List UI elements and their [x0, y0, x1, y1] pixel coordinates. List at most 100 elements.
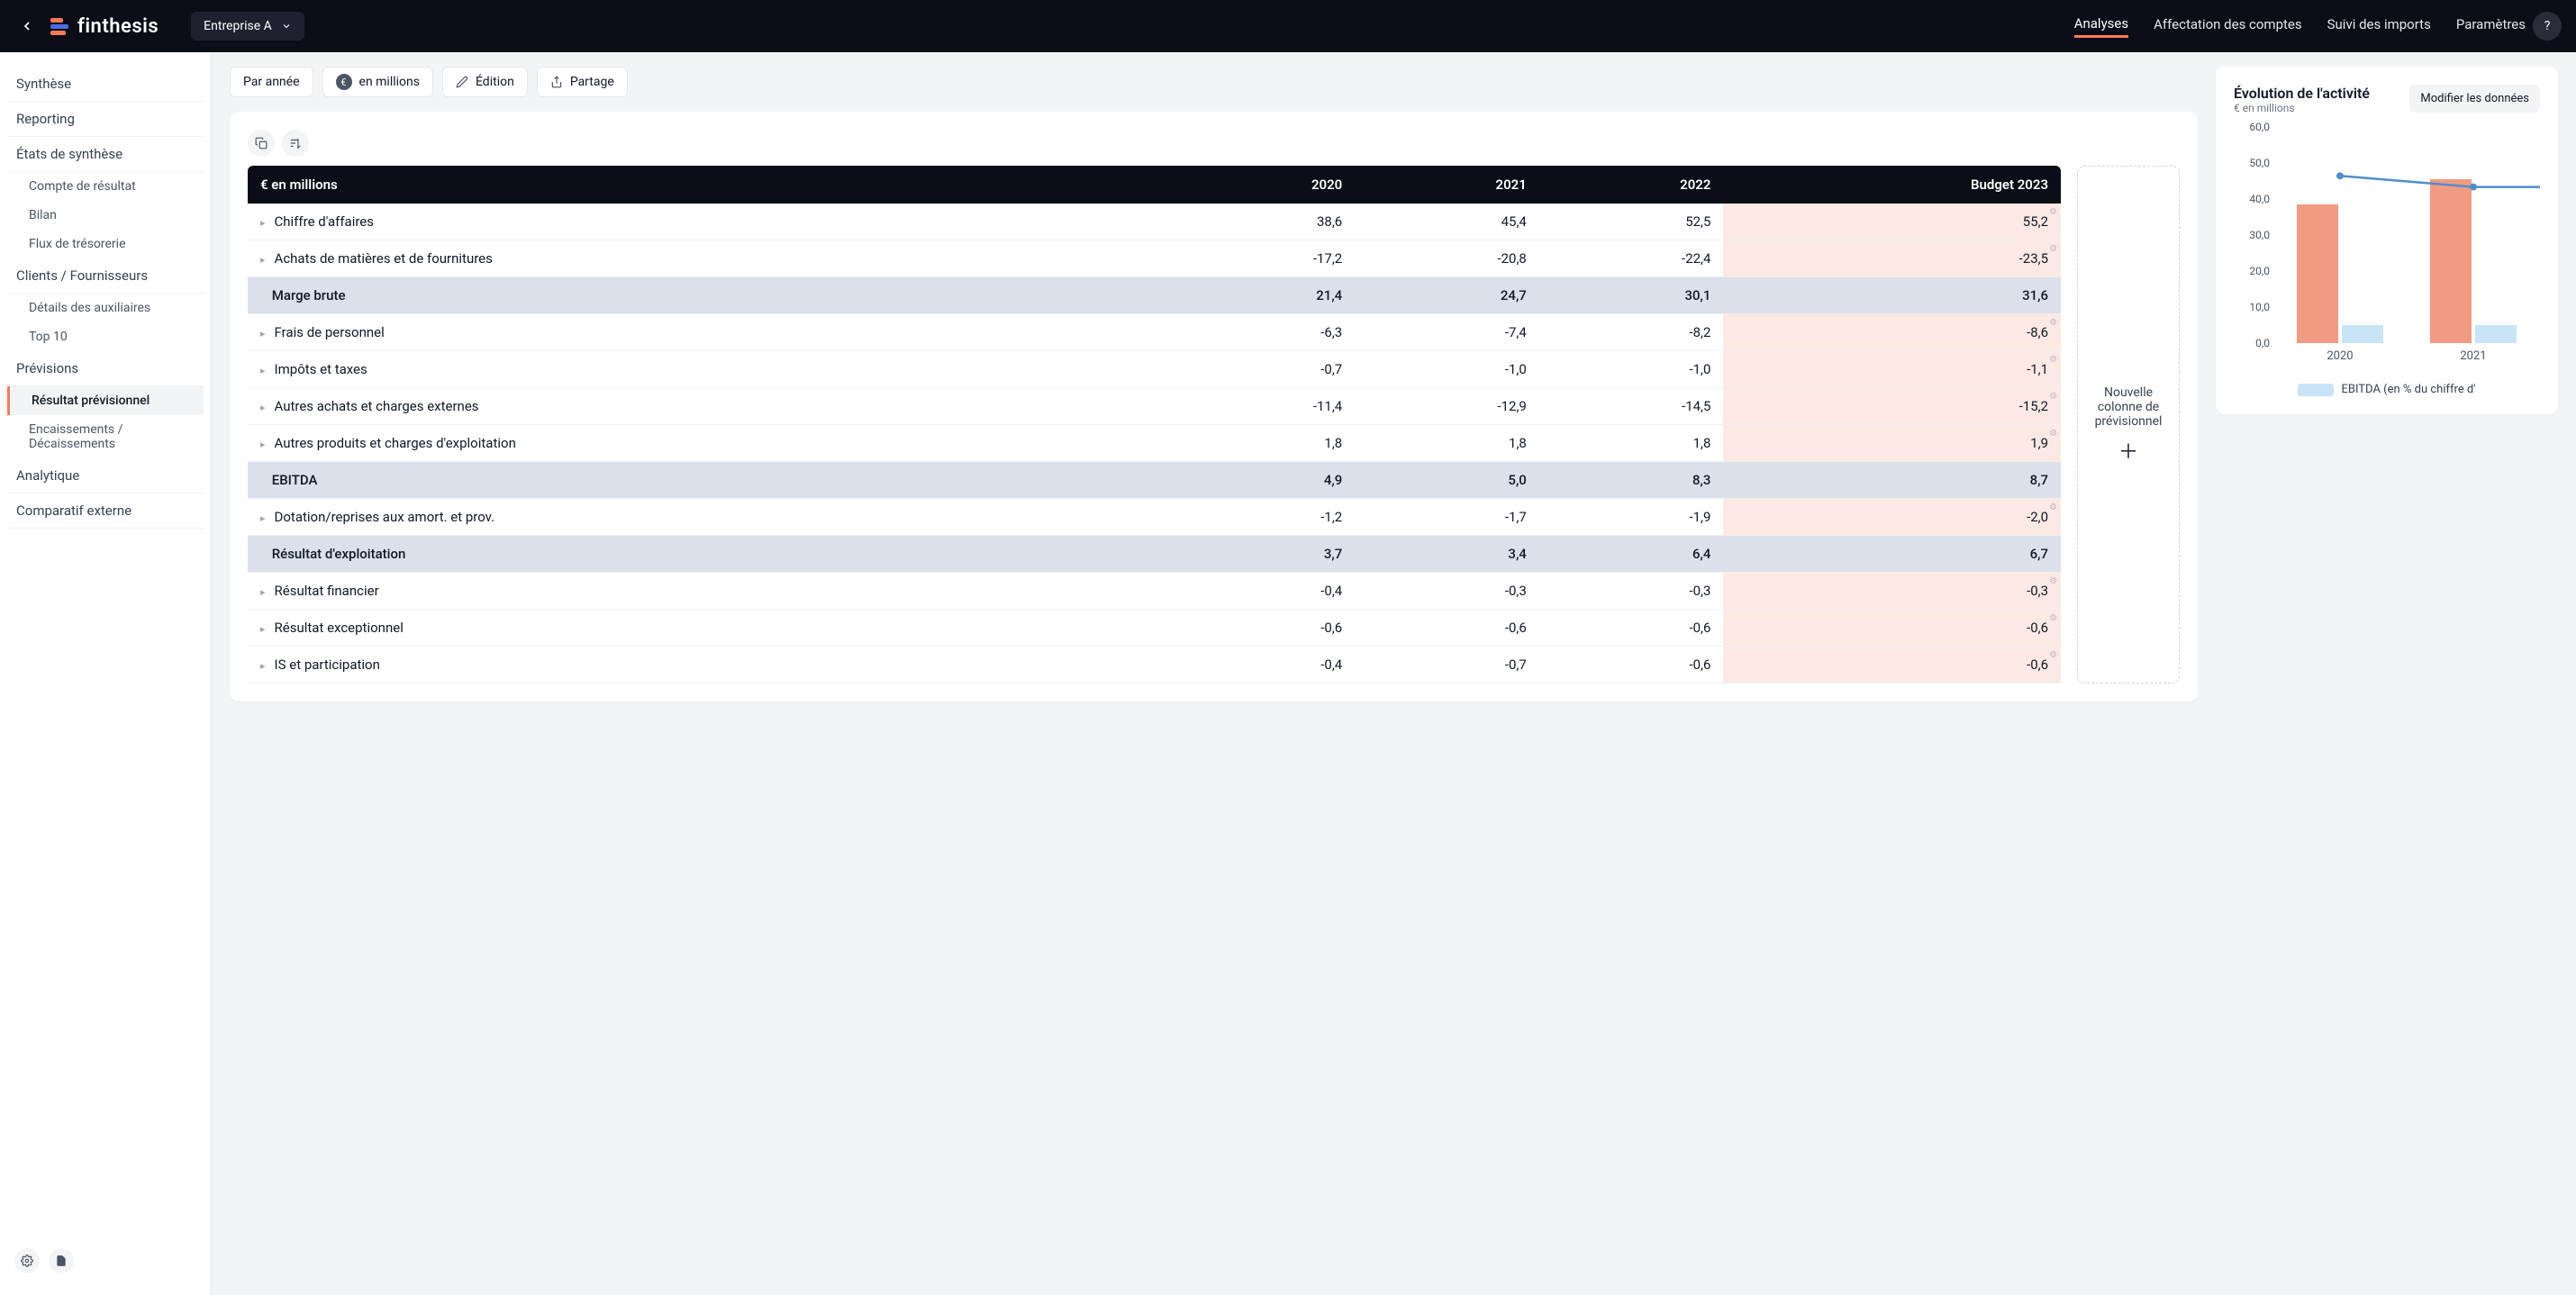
- cell-value: -8,2: [1539, 314, 1724, 351]
- cell-value: 3,7: [1171, 536, 1356, 573]
- cell-budget: -0,6⚙: [1723, 610, 2061, 647]
- chart-y-label: 30,0: [2234, 229, 2270, 241]
- gear-icon: [21, 1254, 33, 1267]
- table-row[interactable]: ▸Dotation/reprises aux amort. et prov.-1…: [248, 499, 2061, 536]
- expand-caret-icon[interactable]: ▸: [260, 439, 266, 450]
- row-settings-icon[interactable]: ⚙: [2049, 503, 2057, 512]
- expand-caret-icon[interactable]: ▸: [260, 365, 266, 376]
- cell-budget: 55,2⚙: [1723, 204, 2061, 240]
- sidebar-heading-clients[interactable]: Clients / Fournisseurs: [7, 258, 204, 294]
- settings-button[interactable]: [14, 1248, 40, 1273]
- table-row[interactable]: ▸Chiffre d'affaires38,645,452,555,2⚙: [248, 204, 2061, 240]
- row-settings-icon[interactable]: ⚙: [2049, 318, 2057, 328]
- sidebar-sub-compte-de-r-sultat[interactable]: Compte de résultat: [7, 172, 204, 201]
- brand-logo: finthesis: [50, 15, 159, 38]
- cell-budget: -15,2⚙: [1723, 388, 2061, 425]
- sort-table-button[interactable]: [282, 130, 309, 157]
- table-row[interactable]: Résultat d'exploitation3,73,46,46,7: [248, 536, 2061, 573]
- sidebar-heading-previsions[interactable]: Prévisions: [7, 351, 204, 386]
- expand-caret-icon[interactable]: ▸: [260, 254, 266, 266]
- legend-label: EBITDA (en % du chiffre d': [2341, 383, 2475, 396]
- row-settings-icon[interactable]: ⚙: [2049, 429, 2057, 439]
- sidebar-sub-bilan[interactable]: Bilan: [7, 201, 204, 230]
- row-settings-icon[interactable]: ⚙: [2049, 650, 2057, 660]
- table-row[interactable]: ▸Frais de personnel-6,3-7,4-8,2-8,6⚙: [248, 314, 2061, 351]
- expand-caret-icon[interactable]: ▸: [260, 402, 266, 413]
- table-row[interactable]: ▸Autres achats et charges externes-11,4-…: [248, 388, 2061, 425]
- back-button[interactable]: [14, 14, 40, 39]
- table-row[interactable]: ▸Résultat financier-0,4-0,3-0,3-0,3⚙: [248, 573, 2061, 610]
- export-button[interactable]: [49, 1248, 74, 1273]
- sidebar-item-reporting[interactable]: Reporting: [7, 102, 204, 137]
- edit-label: Édition: [476, 75, 514, 89]
- col-header-2020: 2020: [1171, 166, 1356, 204]
- cell-budget: 6,7: [1723, 536, 2061, 573]
- row-label: Marge brute: [248, 277, 1171, 314]
- cell-value: -0,3: [1355, 573, 1539, 610]
- expand-caret-icon[interactable]: ▸: [260, 660, 266, 672]
- chart-subtitle: € en millions: [2234, 102, 2370, 114]
- cell-value: -0,4: [1171, 647, 1356, 684]
- cell-budget: 31,6: [1723, 277, 2061, 314]
- sidebar-sub-top-[interactable]: Top 10: [7, 322, 204, 351]
- table-row[interactable]: EBITDA4,95,08,38,7: [248, 462, 2061, 499]
- cell-budget: -1,1⚙: [1723, 351, 2061, 388]
- nav-param-tres[interactable]: Paramètres: [2456, 16, 2526, 36]
- table-row[interactable]: ▸Impôts et taxes-0,7-1,0-1,0-1,1⚙: [248, 351, 2061, 388]
- chart-y-label: 60,0: [2234, 121, 2270, 133]
- table-row[interactable]: ▸IS et participation-0,4-0,7-0,6-0,6⚙: [248, 647, 2061, 684]
- sort-icon: [289, 137, 302, 149]
- row-label: Résultat d'exploitation: [248, 536, 1171, 573]
- expand-caret-icon[interactable]: ▸: [260, 512, 266, 524]
- expand-caret-icon[interactable]: ▸: [260, 623, 266, 635]
- row-settings-icon[interactable]: ⚙: [2049, 576, 2057, 586]
- expand-caret-icon[interactable]: ▸: [260, 328, 266, 340]
- unit-toggle[interactable]: €en millions: [322, 67, 433, 97]
- edit-button[interactable]: Édition: [442, 67, 528, 97]
- row-settings-icon[interactable]: ⚙: [2049, 355, 2057, 365]
- chart-y-label: 40,0: [2234, 193, 2270, 205]
- edit-chart-data-button[interactable]: Modifier les données: [2409, 85, 2540, 113]
- sidebar-sub-r-sultat-pr-visionnel[interactable]: Résultat prévisionnel: [7, 386, 204, 415]
- sidebar-item-synthese[interactable]: Synthèse: [7, 67, 204, 102]
- share-icon: [550, 76, 563, 88]
- cell-value: -20,8: [1355, 240, 1539, 277]
- bar-ebitda-pct: [2475, 325, 2517, 343]
- row-settings-icon[interactable]: ⚙: [2049, 244, 2057, 254]
- row-settings-icon[interactable]: ⚙: [2049, 392, 2057, 402]
- nav-analyses[interactable]: Analyses: [2074, 15, 2128, 38]
- nav-suivi-des-imports[interactable]: Suivi des imports: [2327, 16, 2431, 36]
- table-row[interactable]: ▸Résultat exceptionnel-0,6-0,6-0,6-0,6⚙: [248, 610, 2061, 647]
- table-row[interactable]: ▸Achats de matières et de fournitures-17…: [248, 240, 2061, 277]
- per-year-toggle[interactable]: Par année: [230, 67, 313, 97]
- cell-value: -11,4: [1171, 388, 1356, 425]
- sidebar-sub-flux-de-tr-sorerie[interactable]: Flux de trésorerie: [7, 230, 204, 258]
- nav-affectation-des-comptes[interactable]: Affectation des comptes: [2154, 16, 2302, 36]
- row-settings-icon[interactable]: ⚙: [2049, 207, 2057, 217]
- forecast-table: € en millions202020212022Budget 2023 ▸Ch…: [248, 166, 2061, 684]
- cell-value: -22,4: [1539, 240, 1724, 277]
- col-header-2021: 2021: [1355, 166, 1539, 204]
- euro-badge-icon: €: [336, 74, 352, 90]
- sidebar-item-analytique[interactable]: Analytique: [7, 458, 204, 494]
- copy-table-button[interactable]: [248, 130, 275, 157]
- sidebar-sub-d-tails-des-auxiliaires[interactable]: Détails des auxiliaires: [7, 294, 204, 322]
- add-forecast-column-button[interactable]: Nouvelle colonne de prévisionnel ＋: [2077, 166, 2180, 684]
- cell-value: -6,3: [1171, 314, 1356, 351]
- help-button[interactable]: ?: [2533, 12, 2562, 41]
- cell-value: 3,4: [1355, 536, 1539, 573]
- sidebar-heading-etats[interactable]: États de synthèse: [7, 137, 204, 172]
- table-row[interactable]: Marge brute21,424,730,131,6: [248, 277, 2061, 314]
- row-settings-icon[interactable]: ⚙: [2049, 613, 2057, 623]
- expand-caret-icon[interactable]: ▸: [260, 217, 266, 229]
- sidebar-sub-encaissements-d-caissements[interactable]: Encaissements / Décaissements: [7, 415, 204, 458]
- chart-y-label: 0,0: [2234, 337, 2270, 349]
- cell-budget: 1,9⚙: [1723, 425, 2061, 462]
- sidebar-item-comparatif[interactable]: Comparatif externe: [7, 494, 204, 529]
- cell-value: -0,6: [1539, 610, 1724, 647]
- share-button[interactable]: Partage: [537, 67, 628, 97]
- expand-caret-icon[interactable]: ▸: [260, 586, 266, 598]
- col-header-budget: Budget 2023: [1723, 166, 2061, 204]
- company-selector[interactable]: Entreprise A: [191, 12, 304, 41]
- table-row[interactable]: ▸Autres produits et charges d'exploitati…: [248, 425, 2061, 462]
